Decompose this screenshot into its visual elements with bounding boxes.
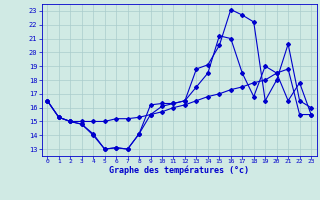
X-axis label: Graphe des températures (°c): Graphe des températures (°c)	[109, 166, 249, 175]
